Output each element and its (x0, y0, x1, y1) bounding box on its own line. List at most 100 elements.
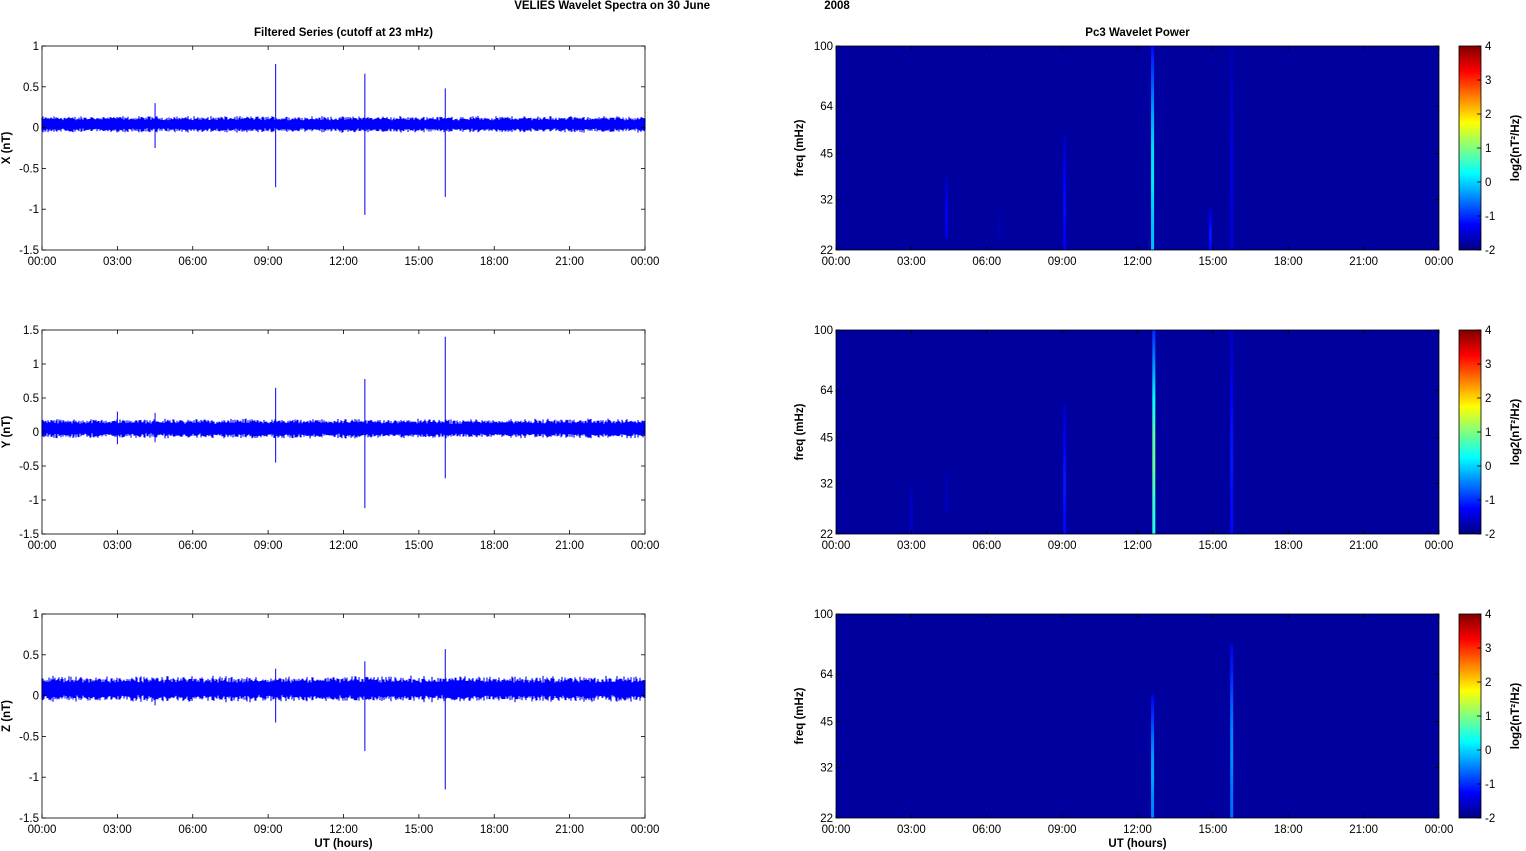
series-xtick-label: 12:00 (329, 540, 358, 552)
wavelet-power-streak (1151, 46, 1155, 250)
series-xtick-label: 12:00 (329, 256, 358, 268)
colorbar: 4 3 2 1 0 -1 -2 log2(nT²/Hz) (1458, 609, 1522, 825)
series-ytick-label: -1 (29, 495, 39, 507)
series-ytick-label: 0 (33, 691, 39, 703)
series-xtick-label: 18:00 (480, 540, 509, 552)
series-ytick-label: -1.5 (19, 245, 39, 257)
wavelet-power-streak (997, 208, 1001, 239)
series-xtick-label: 15:00 (404, 256, 433, 268)
series-axes-bg (42, 614, 645, 818)
series-ylabel: Y (nT) (1, 416, 13, 449)
wavelet-xtick-label: 03:00 (897, 824, 926, 836)
figure-title: VELIES Wavelet Spectra on 30 June (514, 0, 710, 12)
colorbar: 4 3 2 1 0 -1 -2 log2(nT²/Hz) (1458, 325, 1522, 541)
series-ytick-label: 0 (33, 427, 39, 439)
wavelet-xtick-label: 21:00 (1349, 824, 1378, 836)
wavelet-ytick-label: 32 (820, 763, 833, 775)
colorbar-tick-label: 4 (1485, 609, 1492, 621)
colorbar-tick-label: -1 (1485, 495, 1495, 507)
wavelet-xtick-label: 21:00 (1349, 256, 1378, 268)
wavelet-ytick-label: 22 (820, 529, 833, 541)
wavelet-xtick-label: 00:00 (1425, 540, 1454, 552)
wavelet-xtick-label: 06:00 (972, 256, 1001, 268)
series-ytick-label: 1.5 (23, 325, 39, 337)
series-ytick-label: -1 (29, 204, 39, 216)
wavelet-ytick-label: 100 (814, 609, 833, 621)
wavelet-ytick-label: 64 (820, 101, 833, 113)
figure-title-year: 2008 (824, 0, 850, 12)
colorbar-tick-label: -2 (1485, 245, 1495, 257)
wavelet-xtick-label: 09:00 (1048, 256, 1077, 268)
wavelet-xtick-label: 18:00 (1274, 540, 1303, 552)
wavelet-xtick-label: 00:00 (822, 256, 851, 268)
series-ytick-label: 1 (33, 41, 39, 53)
colorbar-tick-label: 0 (1485, 461, 1491, 473)
wavelet-xtick-label: 12:00 (1123, 540, 1152, 552)
wavelet-xtick-label: 15:00 (1198, 256, 1227, 268)
wavelet-ytick-label: 45 (820, 433, 833, 445)
wavelet-xtick-label: 03:00 (897, 256, 926, 268)
series-xtick-label: 00:00 (28, 824, 57, 836)
wavelet-power-streak (1230, 644, 1234, 818)
series-xtick-label: 21:00 (555, 540, 584, 552)
wavelet-xtick-label: 12:00 (1123, 824, 1152, 836)
wavelet-power-streak (1063, 403, 1067, 534)
series-ytick-label: -0.5 (19, 461, 39, 473)
colorbar-tick-label: 4 (1485, 41, 1492, 53)
wavelet-background (836, 46, 1439, 250)
series-xtick-label: 09:00 (254, 256, 283, 268)
series-xtick-label: 00:00 (28, 256, 57, 268)
series-xtick-label: 00:00 (631, 540, 660, 552)
series-panel-x: -1.5 -1 -0.5 0 0.5 1 00:00 03:00 06:00 09:00 12:00… (1, 27, 659, 268)
wavelet-xtick-label: 00:00 (1425, 824, 1454, 836)
colorbar-tick-label: 3 (1485, 359, 1491, 371)
series-xtick-label: 00:00 (28, 540, 57, 552)
series-ytick-label: -0.5 (19, 163, 39, 175)
wavelet-ytick-label: 32 (820, 195, 833, 207)
wavelet-ytick-label: 64 (820, 385, 833, 397)
series-ylabel: X (nT) (1, 132, 13, 165)
series-trace (41, 675, 646, 703)
wavelet-xtick-label: 06:00 (972, 824, 1001, 836)
colorbar-tick-label: 3 (1485, 75, 1491, 87)
wavelet-xtick-label: 00:00 (822, 824, 851, 836)
series-xtick-label: 03:00 (103, 824, 132, 836)
series-xtick-label: 00:00 (631, 824, 660, 836)
series-xtick-label: 15:00 (404, 824, 433, 836)
series-ytick-label: -1 (29, 772, 39, 784)
wavelet-xtick-label: 00:00 (822, 540, 851, 552)
wavelet-power-streak (945, 471, 949, 512)
colorbar-label: log2(nT²/Hz) (1510, 683, 1522, 750)
series-xtick-label: 18:00 (480, 824, 509, 836)
series-ytick-label: 0.5 (23, 82, 39, 94)
series-ytick-label: 0.5 (23, 393, 39, 405)
series-xtick-label: 21:00 (555, 824, 584, 836)
wavelet-power-streak (1063, 134, 1067, 250)
colorbar-tick-label: -1 (1485, 211, 1495, 223)
colorbar-tick-label: 1 (1485, 143, 1491, 155)
wavelet-xtick-label: 03:00 (897, 540, 926, 552)
series-xtick-label: 15:00 (404, 540, 433, 552)
wavelet-xtick-label: 06:00 (972, 540, 1001, 552)
wavelet-ytick-label: 100 (814, 41, 833, 53)
wavelet-xtick-label: 00:00 (1425, 256, 1454, 268)
wavelet-power-streak (1151, 694, 1155, 818)
series-ytick-label: -1.5 (19, 529, 39, 541)
series-ytick-label: 1 (33, 609, 39, 621)
wavelet-xtick-label: 12:00 (1123, 256, 1152, 268)
wavelet-xtick-label: 15:00 (1198, 540, 1227, 552)
series-xtick-label: 21:00 (555, 256, 584, 268)
wavelet-xtick-label: 18:00 (1274, 824, 1303, 836)
series-ytick-label: 0.5 (23, 650, 39, 662)
series-ytick-label: -0.5 (19, 731, 39, 743)
colorbar-tick-label: -2 (1485, 529, 1495, 541)
wavelet-ytick-label: 45 (820, 717, 833, 729)
series-xtick-label: 00:00 (631, 256, 660, 268)
series-xtick-label: 06:00 (178, 824, 207, 836)
series-axes-bg (42, 46, 645, 250)
wavelet-background (836, 330, 1439, 534)
wavelet-power-streak (945, 176, 949, 239)
